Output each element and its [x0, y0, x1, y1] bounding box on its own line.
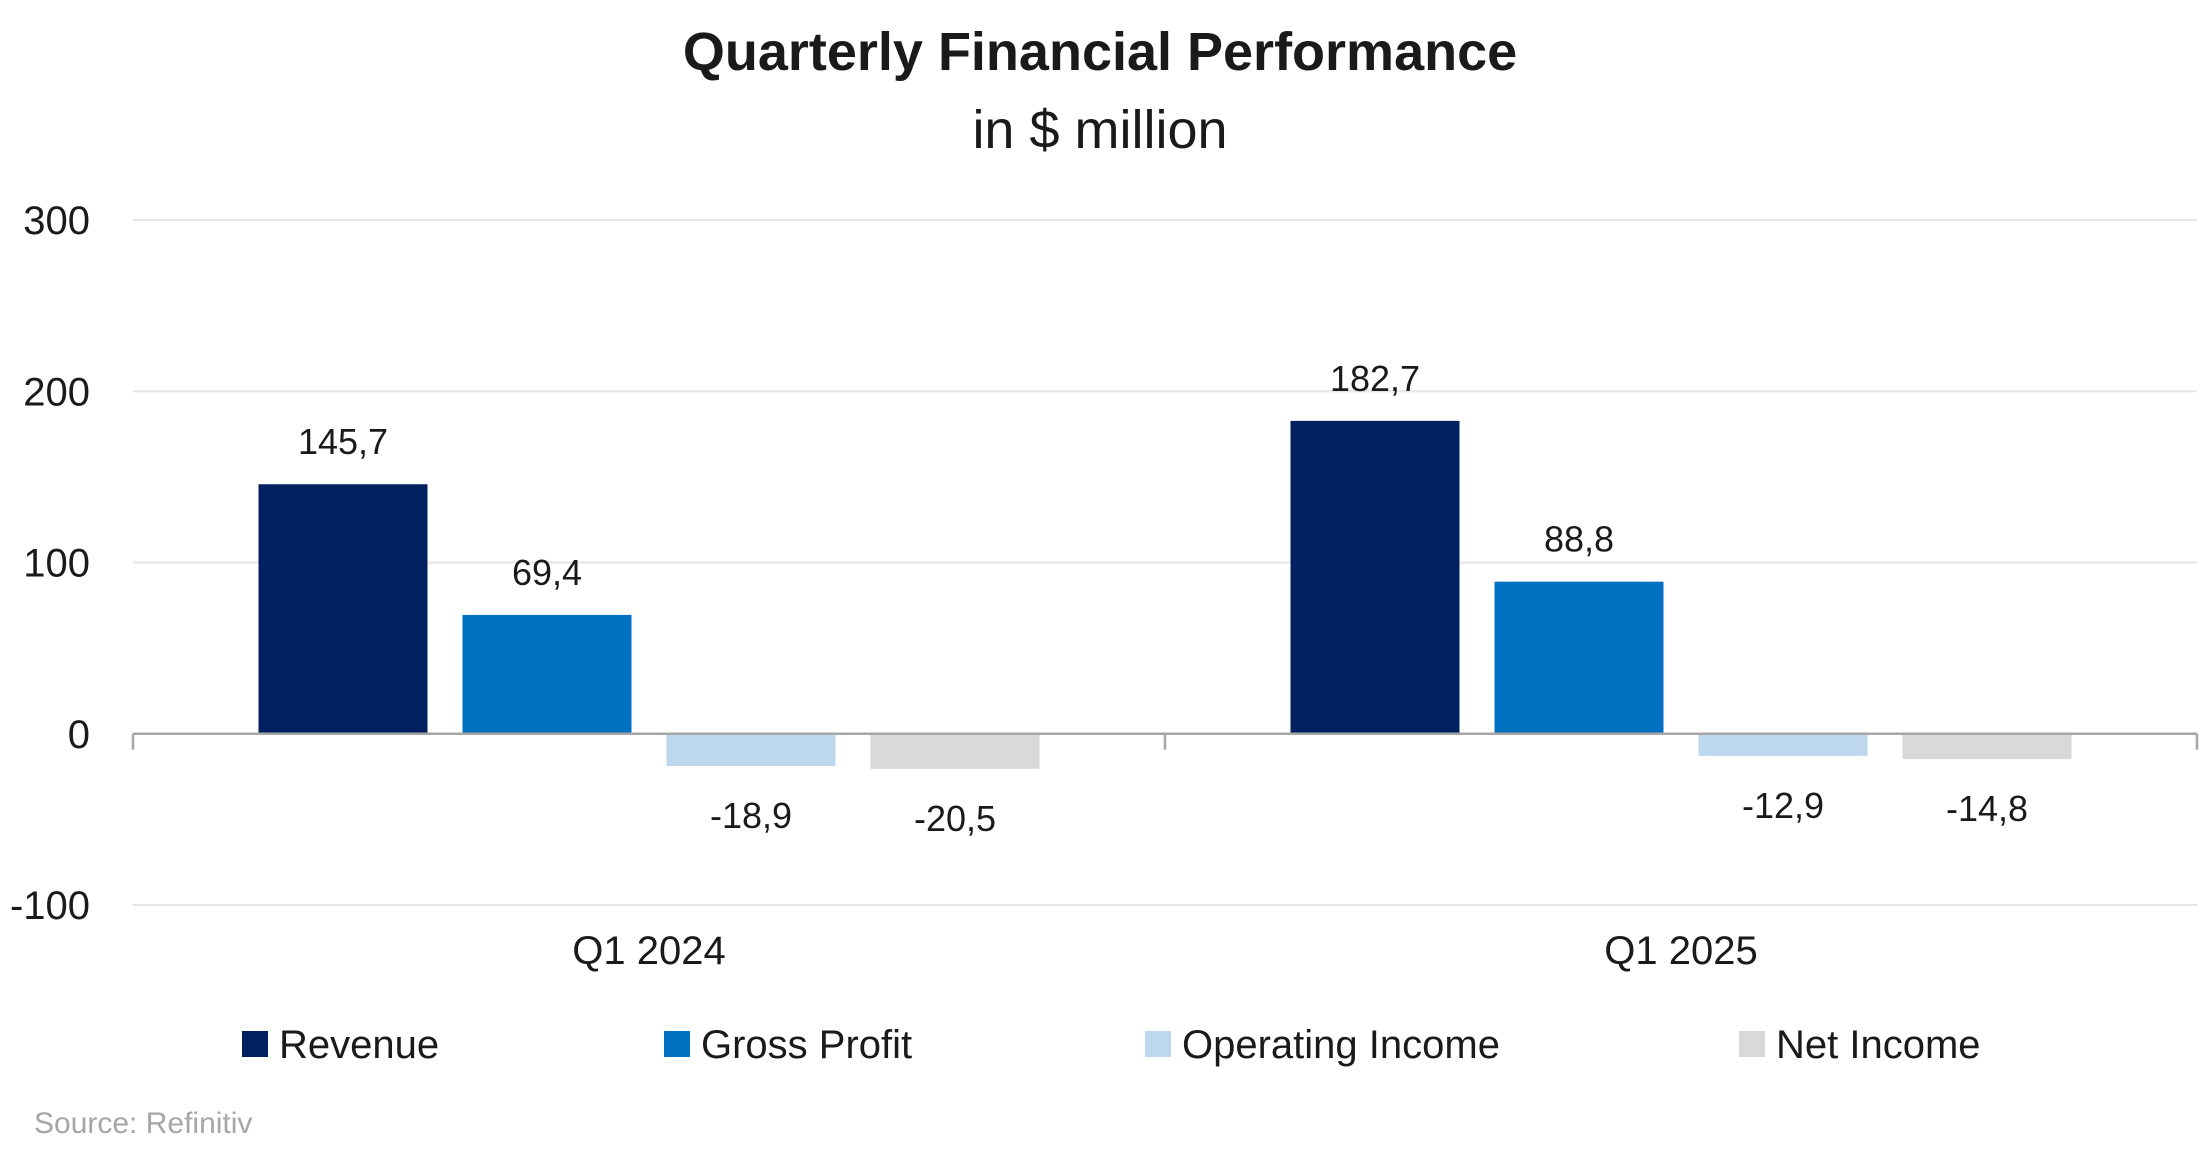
category-label: Q1 2025 — [1604, 929, 1757, 973]
x-axis — [131, 732, 2199, 750]
legend-swatch — [1739, 1031, 1765, 1057]
bar-operating-income — [666, 733, 836, 767]
chart-subtitle: in $ million — [972, 100, 1227, 160]
data-labels: 145,7 69,4 -18,9 -20,5 182,7 88,8 -12,9 -14,8 — [298, 358, 2028, 839]
legend-swatch — [1145, 1031, 1171, 1057]
legend-label: Revenue — [279, 1023, 439, 1067]
source-note: Source: Refinitiv — [34, 1107, 252, 1140]
data-label: -18,9 — [710, 795, 792, 836]
legend: Revenue Gross Profit Operating Income Net I… — [242, 1023, 1981, 1067]
bar-gross-profit — [1494, 581, 1664, 734]
legend-swatch — [242, 1031, 268, 1057]
data-label: 182,7 — [1330, 358, 1420, 399]
y-tick-label: 200 — [23, 370, 90, 414]
data-label: -12,9 — [1742, 785, 1824, 826]
data-label: 88,8 — [1544, 519, 1614, 560]
legend-label: Operating Income — [1182, 1023, 1500, 1067]
data-label: -14,8 — [1946, 788, 2028, 829]
bar-revenue — [258, 484, 428, 734]
chart-title: Quarterly Financial Performance — [683, 22, 1517, 82]
bar-net-income — [870, 733, 1040, 769]
bar-net-income — [1902, 733, 2072, 760]
y-tick-label: 0 — [68, 713, 90, 757]
bar-operating-income — [1698, 733, 1868, 756]
legend-label: Net Income — [1776, 1023, 1981, 1067]
gridlines — [133, 219, 2197, 906]
legend-label: Gross Profit — [701, 1023, 912, 1067]
y-tick-label: -100 — [10, 884, 90, 928]
category-label: Q1 2024 — [572, 929, 725, 973]
category-labels: Q1 2024 Q1 2025 — [572, 929, 1757, 973]
data-label: 145,7 — [298, 421, 388, 462]
data-label: -20,5 — [914, 798, 996, 839]
bar-revenue — [1290, 420, 1460, 734]
bar-gross-profit — [462, 614, 632, 734]
y-tick-label: 300 — [23, 199, 90, 243]
legend-swatch — [664, 1031, 690, 1057]
y-axis-ticks: 300 200 100 0 -100 — [10, 199, 90, 928]
y-tick-label: 100 — [23, 542, 90, 586]
data-label: 69,4 — [512, 552, 582, 593]
bars — [258, 420, 2072, 769]
